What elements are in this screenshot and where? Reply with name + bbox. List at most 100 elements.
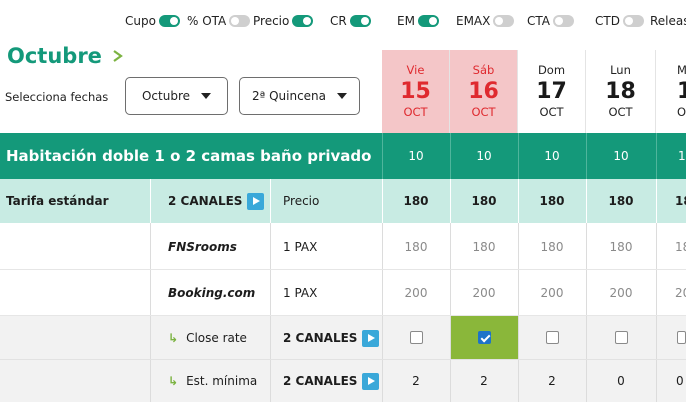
min-stay-label: Est. mínima <box>186 374 258 388</box>
rate-type: Precio <box>283 194 320 208</box>
price-cell[interactable]: 180 <box>539 194 565 208</box>
day-name: Sáb <box>472 63 495 77</box>
availability-cell[interactable]: 10 <box>408 149 424 163</box>
day-header: Lun 18 OCT <box>586 50 656 133</box>
toggle-label: CTA <box>527 14 550 28</box>
day-name: Lun <box>610 63 631 77</box>
availability-cell[interactable]: 1 <box>678 149 686 163</box>
day-header: Ma 19 OC <box>656 50 686 133</box>
play-icon[interactable] <box>247 192 265 210</box>
month-dropdown[interactable]: Octubre <box>125 77 228 115</box>
day-name: Vie <box>406 63 425 77</box>
ota-row: FNSrooms 1 PAX 180 180 180 180 18 <box>0 223 686 270</box>
month-header[interactable]: Octubre <box>7 44 124 68</box>
switch-icon[interactable] <box>493 15 515 27</box>
day-header: Sáb 16 OCT <box>450 50 518 133</box>
min-stay-label-wrap: ↳ Est. mínima <box>168 360 257 402</box>
checkbox[interactable] <box>546 331 559 344</box>
ota-price-cell: 200 <box>540 286 564 300</box>
toggle-cta[interactable]: CTA <box>527 12 574 30</box>
period-dropdown[interactable]: 2ª Quincena <box>239 77 360 115</box>
toggle-emax[interactable]: EMAX <box>456 12 515 30</box>
toggle-label: CTD <box>595 14 620 28</box>
checkbox[interactable] <box>677 331 686 344</box>
day-header: Dom 17 OCT <box>518 50 586 133</box>
close-rate-cell[interactable] <box>657 316 686 359</box>
price-cell[interactable]: 180 <box>471 194 497 208</box>
chevron-right-icon[interactable] <box>111 49 124 63</box>
min-stay-cell[interactable]: 2 <box>548 374 556 388</box>
channels-label: 2 CANALES <box>168 194 243 208</box>
close-rate-row: ↳ Close rate 2 CANALES <box>0 316 686 360</box>
ota-price-cell: 180 <box>540 239 564 254</box>
ota-price-cell: 200 <box>609 286 633 300</box>
toggle-label: Releas <box>650 14 686 28</box>
toggle-ctd[interactable]: CTD <box>595 12 644 30</box>
toggle-label: Precio <box>253 14 290 28</box>
price-cell[interactable]: 18 <box>675 194 686 208</box>
day-month: OCT <box>539 105 564 119</box>
switch-icon[interactable] <box>622 15 644 27</box>
availability-cell[interactable]: 10 <box>544 149 560 163</box>
min-stay-cell[interactable]: 0 <box>676 374 684 388</box>
month-title: Octubre <box>7 44 102 68</box>
play-icon[interactable] <box>362 329 380 347</box>
close-rate-cell[interactable] <box>519 316 586 359</box>
rate-name: Tarifa estándar <box>6 194 109 208</box>
toggle-cr[interactable]: CR <box>330 12 371 30</box>
channels-label: 2 CANALES <box>283 331 358 345</box>
channels-label: 2 CANALES <box>283 374 358 388</box>
toggle-label: EMAX <box>456 14 491 28</box>
rate-channels[interactable]: 2 CANALES <box>168 179 265 223</box>
toggle-precio[interactable]: Precio <box>253 12 314 30</box>
min-stay-cell[interactable]: 2 <box>480 374 488 388</box>
checkbox[interactable] <box>478 331 491 344</box>
toggle-em[interactable]: EM <box>397 12 439 30</box>
close-rate-channels[interactable]: 2 CANALES <box>283 316 380 360</box>
availability-cell[interactable]: 10 <box>476 149 492 163</box>
day-month: OCT <box>608 105 633 119</box>
ota-price-cell: 180 <box>404 239 428 254</box>
close-rate-label: Close rate <box>186 331 247 345</box>
min-stay-cell[interactable]: 2 <box>412 374 420 388</box>
day-number: 15 <box>400 79 431 104</box>
ota-row: Booking.com 1 PAX 200 200 200 200 20 <box>0 270 686 316</box>
toggle-label: EM <box>397 14 415 28</box>
ota-price-cell: 180 <box>472 239 496 254</box>
switch-icon[interactable] <box>417 15 439 27</box>
month-dropdown-value: Octubre <box>141 89 191 103</box>
price-cell[interactable]: 180 <box>608 194 634 208</box>
ota-price-cell: 180 <box>609 239 633 254</box>
switch-icon[interactable] <box>229 15 251 27</box>
toggle-release[interactable]: Releas <box>650 12 686 30</box>
min-stay-cell[interactable]: 0 <box>617 374 625 388</box>
day-header: Vie 15 OCT <box>382 50 450 133</box>
toggle-ota[interactable]: % OTA <box>187 12 251 30</box>
day-month: OCT <box>471 105 496 119</box>
ota-price-cell: 18 <box>675 239 686 254</box>
caret-down-icon <box>337 93 348 99</box>
day-month: OCT <box>403 105 428 119</box>
close-rate-cell[interactable] <box>587 316 656 359</box>
switch-icon[interactable] <box>553 15 574 27</box>
min-stay-channels[interactable]: 2 CANALES <box>283 360 380 402</box>
switch-icon[interactable] <box>158 15 180 27</box>
min-stay-row: ↳ Est. mínima 2 CANALES 2 2 2 0 0 <box>0 360 686 402</box>
ota-name: Booking.com <box>168 286 256 300</box>
day-number: 16 <box>468 79 499 104</box>
play-icon[interactable] <box>362 372 380 390</box>
close-rate-cell[interactable] <box>383 316 450 359</box>
switch-icon[interactable] <box>292 15 314 27</box>
close-rate-cell[interactable] <box>451 316 518 359</box>
checkbox[interactable] <box>410 331 423 344</box>
checkbox[interactable] <box>615 331 628 344</box>
switch-icon[interactable] <box>349 15 371 27</box>
day-number: 19 <box>677 79 686 104</box>
availability-cell[interactable]: 10 <box>613 149 629 163</box>
ota-name: FNSrooms <box>168 239 237 254</box>
period-dropdown-value: 2ª Quincena <box>251 89 327 103</box>
day-name: Ma <box>677 63 686 77</box>
toggle-cupo[interactable]: Cupo <box>125 12 180 30</box>
price-cell[interactable]: 180 <box>403 194 429 208</box>
caret-down-icon <box>201 93 212 99</box>
